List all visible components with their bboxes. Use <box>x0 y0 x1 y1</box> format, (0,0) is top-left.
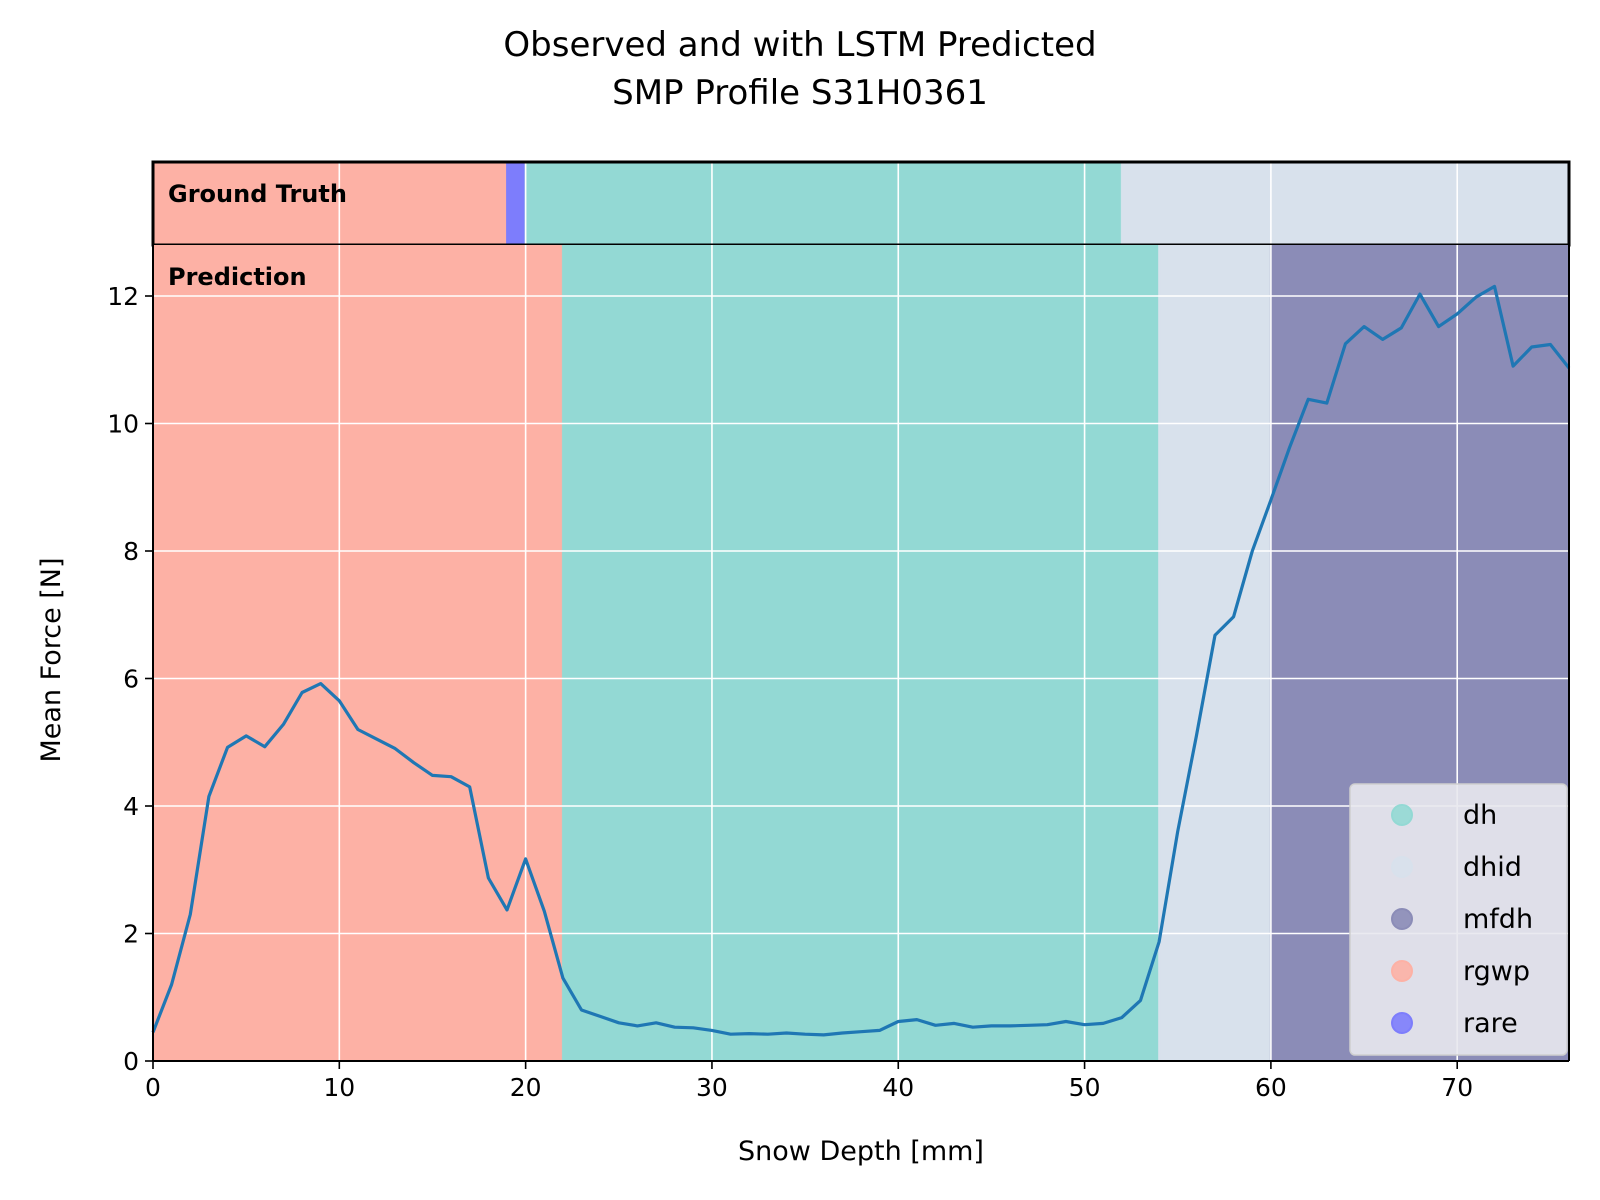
x-tick-label: 20 <box>510 1073 542 1102</box>
legend-label-rare: rare <box>1463 1008 1518 1039</box>
x-axis-label: Snow Depth [mm] <box>738 1136 984 1167</box>
ground-truth-band-dh <box>525 162 1122 245</box>
series-line-mean-force <box>151 284 1571 1037</box>
ground-truth-label: Ground Truth <box>168 180 347 208</box>
x-tick-label: 40 <box>882 1073 914 1102</box>
legend: dh dhid mfdh rgwp rare <box>1349 783 1568 1056</box>
y-tick-label: 2 <box>123 920 139 949</box>
y-tick-label: 10 <box>107 410 139 439</box>
x-tick-label: 70 <box>1441 1073 1473 1102</box>
y-axis-label: Mean Force [N] <box>36 557 67 762</box>
legend-marker-rare <box>1391 1012 1413 1034</box>
x-tick-label: 30 <box>696 1073 728 1102</box>
legend-marker-rgwp <box>1391 960 1413 982</box>
prediction-band-dh <box>562 245 1160 1061</box>
prediction-band-rgwp <box>153 245 563 1061</box>
legend-label-dhid: dhid <box>1463 852 1522 883</box>
chart-title-line-1: Observed and with LSTM Predicted <box>503 25 1096 65</box>
ground-truth-band-rgwp <box>153 162 507 245</box>
legend-label-dh: dh <box>1463 800 1497 831</box>
ground-truth-panel: Ground Truth <box>151 160 1571 247</box>
legend-marker-dh <box>1391 804 1413 826</box>
y-tick-label: 4 <box>123 792 139 821</box>
y-tick-label: 8 <box>123 537 139 566</box>
chart-title-line-2: SMP Profile S31H0361 <box>612 73 988 113</box>
x-tick-label: 60 <box>1255 1073 1287 1102</box>
legend-label-mfdh: mfdh <box>1463 904 1533 935</box>
prediction-label: Prediction <box>168 263 307 291</box>
y-tick-label: 0 <box>123 1047 139 1076</box>
x-tick-label: 10 <box>323 1073 355 1102</box>
x-tick-label: 0 <box>145 1073 161 1102</box>
legend-frame <box>1349 783 1568 1056</box>
legend-label-rgwp: rgwp <box>1463 956 1530 987</box>
legend-marker-mfdh <box>1391 908 1413 930</box>
prediction-band-dhid <box>1159 245 1271 1061</box>
ground-truth-band-dhid <box>1121 162 1569 245</box>
ground-truth-band-rare <box>507 162 526 245</box>
x-tick-label: 50 <box>1069 1073 1101 1102</box>
y-tick-label: 12 <box>107 282 139 311</box>
y-tick-label: 6 <box>123 665 139 694</box>
legend-marker-dhid <box>1391 856 1413 878</box>
